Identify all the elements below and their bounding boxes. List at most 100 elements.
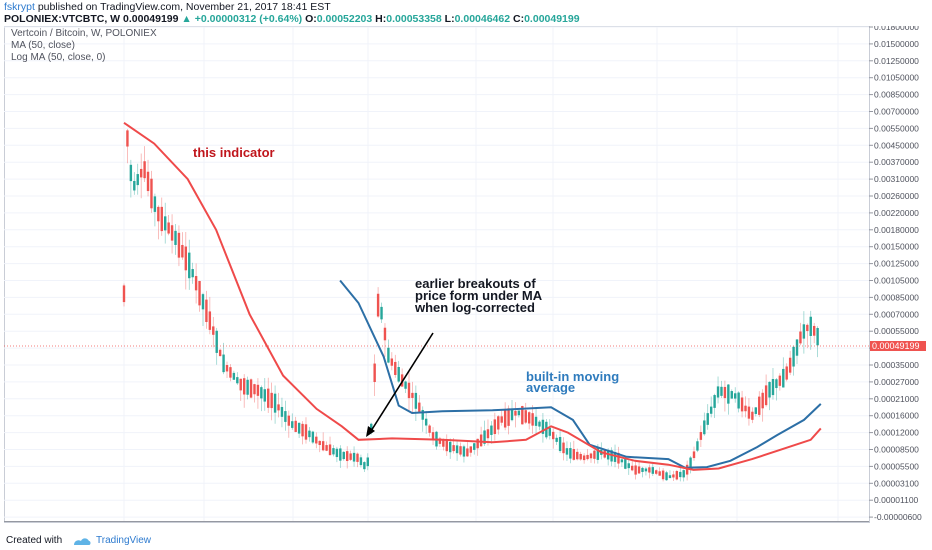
- candle-body: [349, 453, 352, 460]
- price-axis[interactable]: 0.01800000 0.01500000 0.01250000 0.01050000…: [869, 26, 922, 522]
- candle-body: [222, 354, 225, 373]
- last-price-tag-label: 0.00049199: [872, 341, 920, 351]
- candle-body: [630, 465, 634, 471]
- candle-body: [624, 458, 627, 469]
- candle-body: [744, 405, 747, 412]
- candle-body: [260, 387, 263, 399]
- candle-body: [263, 389, 266, 402]
- candle-body: [644, 468, 648, 472]
- candle-body: [699, 432, 703, 440]
- symbol-name[interactable]: POLONIEX:VTCBTC, W: [4, 13, 121, 25]
- candle-body: [232, 372, 236, 380]
- candle-body: [212, 326, 215, 335]
- candle-body: [486, 429, 490, 439]
- price-change: +0.00000312 (+0.64%): [194, 13, 303, 25]
- y-tick-label: 0.01500000: [874, 39, 919, 49]
- candle-body: [679, 471, 682, 478]
- candle-body: [720, 386, 723, 396]
- candle-body: [641, 467, 644, 472]
- candle-body: [194, 276, 198, 291]
- publish-text: published on TradingView.com, November 2…: [37, 1, 331, 13]
- y-tick-label: 0.00550000: [874, 123, 919, 133]
- candle-body: [517, 410, 521, 416]
- publisher-username[interactable]: fskrypt: [4, 1, 35, 13]
- candle-body: [510, 410, 514, 421]
- y-tick-label: 0.00001100: [874, 495, 919, 505]
- candle-body: [394, 361, 397, 375]
- candle-body: [328, 444, 332, 456]
- y-tick-label: 0.00008500: [874, 445, 919, 455]
- candle-body: [593, 450, 596, 459]
- arrow-head-icon: [366, 426, 375, 437]
- candle-body: [582, 455, 586, 461]
- candle-body: [586, 454, 589, 460]
- legend-ma[interactable]: MA (50, close): [11, 40, 75, 51]
- plot-border: [4, 26, 870, 523]
- candlesticks: [122, 128, 819, 482]
- legend-logma[interactable]: Log MA (50, close, 0): [11, 52, 106, 63]
- candle-body: [181, 244, 184, 258]
- candle-body: [672, 474, 675, 478]
- candle-body: [421, 409, 424, 420]
- candle-body: [775, 379, 778, 389]
- y-tick-label: 0.00012000: [874, 428, 919, 438]
- legend-title[interactable]: Vertcoin / Bitcoin, W, POLONIEX: [11, 28, 157, 39]
- candle-body: [665, 472, 668, 481]
- chart-legend: Vertcoin / Bitcoin, W, POLONIEX MA (50, …: [11, 28, 157, 64]
- y-tick-label: 0.00220000: [874, 208, 919, 218]
- candle-body: [562, 442, 565, 454]
- chart-area[interactable]: this indicator earlier breakouts of pric…: [4, 26, 930, 524]
- candle-body: [229, 367, 232, 378]
- candle-body: [668, 475, 672, 479]
- high-value: 0.00053358: [386, 13, 442, 25]
- candle-body: [493, 419, 497, 435]
- candle-body: [709, 406, 713, 414]
- candle-body: [778, 375, 782, 386]
- candle-body: [157, 206, 160, 222]
- candle-body: [795, 339, 799, 356]
- candle-body: [315, 436, 318, 444]
- candle-body: [696, 441, 699, 451]
- candle-body: [617, 452, 620, 464]
- candle-body: [497, 416, 500, 430]
- candle-body: [785, 366, 788, 380]
- candle-body: [418, 402, 421, 412]
- y-tick-label: 0.00085000: [874, 292, 919, 302]
- candle-body: [321, 441, 325, 451]
- candle-body: [706, 413, 709, 425]
- candle-body: [242, 378, 246, 395]
- candle-body: [534, 416, 538, 426]
- candle-body: [771, 378, 775, 396]
- candle-body: [376, 293, 380, 317]
- candle-body: [294, 420, 297, 432]
- candle-body: [445, 439, 448, 452]
- candle-body: [761, 392, 764, 409]
- candle-body: [208, 311, 212, 330]
- y-tick-label: 0.00125000: [874, 259, 919, 269]
- candle-body: [730, 391, 733, 399]
- footer-created-with: Created with: [6, 535, 63, 546]
- candle-body: [661, 470, 665, 480]
- tradingview-logo-icon[interactable]: [72, 535, 92, 547]
- candle-body: [256, 384, 260, 396]
- candle-body: [407, 382, 411, 399]
- last-price-tag: [870, 341, 926, 351]
- high-label: H:: [375, 13, 387, 25]
- candle-body: [799, 331, 802, 344]
- footer-brand[interactable]: TradingView: [96, 535, 152, 546]
- candle-body: [490, 425, 493, 435]
- candle-body: [462, 446, 466, 457]
- candle-body: [277, 404, 280, 411]
- candle-body: [188, 252, 191, 279]
- y-tick-label: 0.00310000: [874, 174, 919, 184]
- candle-body: [802, 324, 806, 339]
- candle-body: [390, 358, 394, 366]
- candle-body: [527, 412, 531, 424]
- candle-body: [236, 377, 239, 384]
- candle-body: [713, 395, 716, 408]
- candle-body: [225, 364, 229, 372]
- candle-body: [764, 385, 768, 406]
- y-tick-label: 0.00016000: [874, 411, 919, 421]
- candle-body: [273, 393, 277, 413]
- candle-body: [782, 368, 785, 388]
